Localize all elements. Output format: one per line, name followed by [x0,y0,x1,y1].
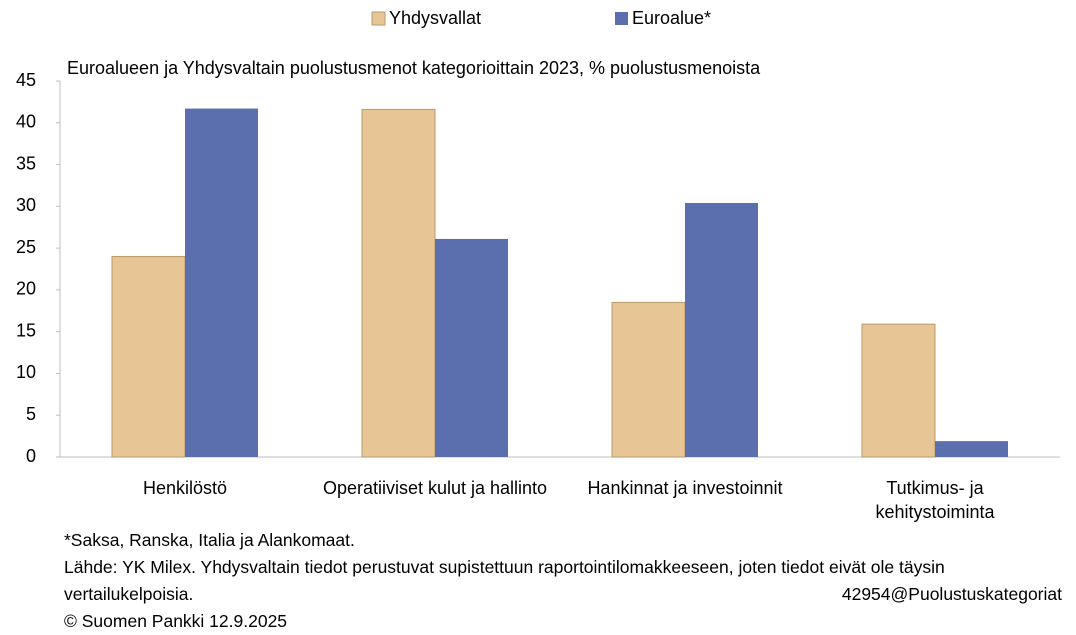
y-tick-label: 5 [26,404,36,424]
legend-swatch [371,11,386,26]
copyright: © Suomen Pankki 12.9.2025 [64,611,288,631]
bar [361,108,436,458]
bar [435,238,508,457]
legend-label: Euroalue* [632,8,711,28]
bar [685,202,758,457]
legend-swatch [615,12,628,25]
chart-title: Euroalueen ja Yhdysvaltain puolustusmeno… [67,58,761,78]
footnote: *Saksa, Ranska, Italia ja Alankomaat. [64,530,355,550]
y-tick-label: 25 [16,237,36,257]
y-tick-label: 20 [16,279,36,299]
y-tick-label: 35 [16,153,36,173]
bar [935,441,1008,457]
x-tick-label: Tutkimus- ja kehitystoiminta [875,478,995,522]
x-tick-label: Operatiiviset kulut ja hallinto [322,478,548,498]
bar [185,108,258,457]
y-tick-label: 15 [16,320,36,340]
y-tick-label: 30 [16,195,36,215]
x-tick-label: Hankinnat ja investoinnit [587,478,783,498]
source: Lähde: YK Milex. Yhdysvaltain tiedot per… [64,557,945,604]
bar [611,301,686,458]
legend-label: Yhdysvallat [389,8,481,28]
chart-code: 42954@Puolustuskategoriat [841,584,1062,604]
y-tick-label: 45 [16,70,36,90]
y-tick-label: 0 [26,446,36,466]
x-tick-label: Henkilöstö [142,478,228,498]
y-tick-label: 40 [16,112,36,132]
y-tick-label: 10 [16,362,36,382]
bar [861,323,936,458]
bar [111,255,186,458]
